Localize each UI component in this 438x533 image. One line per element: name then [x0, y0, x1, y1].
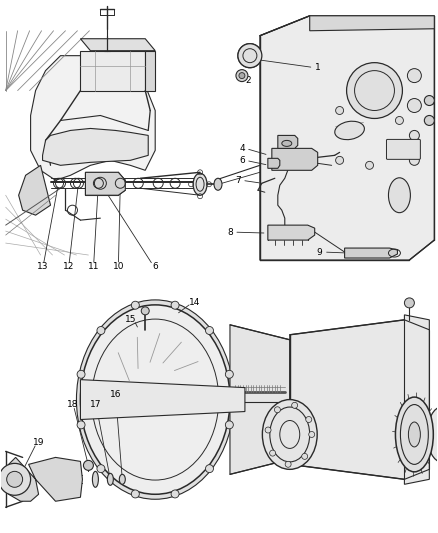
- Ellipse shape: [427, 407, 438, 462]
- Text: 7: 7: [235, 176, 241, 185]
- Circle shape: [292, 402, 298, 408]
- Circle shape: [424, 116, 434, 125]
- Circle shape: [309, 432, 314, 438]
- Circle shape: [239, 72, 245, 78]
- FancyBboxPatch shape: [386, 140, 420, 159]
- Circle shape: [77, 370, 85, 378]
- Circle shape: [236, 70, 248, 82]
- Circle shape: [306, 416, 312, 423]
- Polygon shape: [310, 16, 434, 31]
- Polygon shape: [6, 457, 82, 501]
- Text: 4: 4: [239, 144, 245, 153]
- Text: 3: 3: [428, 98, 434, 107]
- Text: 2: 2: [245, 76, 251, 85]
- Ellipse shape: [389, 178, 410, 213]
- Text: 6: 6: [239, 156, 245, 165]
- Circle shape: [171, 490, 179, 498]
- Circle shape: [226, 421, 233, 429]
- Text: 8: 8: [227, 228, 233, 237]
- Polygon shape: [345, 248, 397, 258]
- Polygon shape: [85, 172, 125, 195]
- Text: 9: 9: [317, 247, 322, 256]
- Polygon shape: [42, 128, 148, 165]
- Ellipse shape: [335, 121, 364, 140]
- Ellipse shape: [214, 178, 222, 190]
- Text: 15: 15: [124, 316, 136, 324]
- Circle shape: [171, 301, 179, 309]
- Ellipse shape: [408, 422, 420, 447]
- Ellipse shape: [92, 471, 99, 487]
- Circle shape: [97, 327, 105, 335]
- Circle shape: [0, 463, 31, 495]
- Circle shape: [407, 69, 421, 83]
- Ellipse shape: [262, 400, 317, 470]
- Text: 17: 17: [90, 400, 101, 409]
- Polygon shape: [81, 379, 245, 419]
- Circle shape: [285, 461, 291, 467]
- Circle shape: [7, 471, 23, 487]
- Circle shape: [407, 99, 421, 112]
- Circle shape: [141, 307, 149, 315]
- Polygon shape: [19, 165, 50, 215]
- Polygon shape: [260, 16, 434, 260]
- Ellipse shape: [77, 300, 234, 499]
- Text: 1: 1: [315, 63, 321, 72]
- Text: 20: 20: [17, 488, 28, 497]
- Circle shape: [131, 301, 139, 309]
- Circle shape: [226, 370, 233, 378]
- Text: 10: 10: [113, 262, 124, 271]
- Polygon shape: [272, 148, 318, 171]
- Polygon shape: [81, 51, 145, 91]
- Circle shape: [302, 454, 307, 459]
- Circle shape: [424, 95, 434, 106]
- Circle shape: [205, 327, 213, 335]
- Circle shape: [275, 407, 280, 413]
- Circle shape: [336, 107, 343, 115]
- Circle shape: [336, 156, 343, 164]
- Circle shape: [131, 490, 139, 498]
- Text: 12: 12: [63, 262, 74, 271]
- Circle shape: [396, 117, 403, 124]
- Circle shape: [265, 427, 271, 433]
- Circle shape: [270, 450, 276, 456]
- Ellipse shape: [81, 305, 230, 494]
- Circle shape: [366, 161, 374, 169]
- Text: 6: 6: [152, 262, 158, 271]
- Text: 11: 11: [88, 262, 99, 271]
- Circle shape: [77, 421, 85, 429]
- Circle shape: [410, 155, 419, 165]
- Polygon shape: [268, 158, 280, 168]
- Circle shape: [238, 44, 262, 68]
- Ellipse shape: [107, 473, 113, 486]
- Text: 18: 18: [67, 400, 78, 409]
- Text: 13: 13: [37, 262, 48, 271]
- Circle shape: [404, 298, 414, 308]
- Text: 14: 14: [189, 298, 201, 308]
- Polygon shape: [268, 225, 314, 240]
- Polygon shape: [278, 135, 298, 148]
- Polygon shape: [145, 51, 155, 91]
- Text: 16: 16: [110, 390, 121, 399]
- Circle shape: [205, 465, 213, 473]
- Circle shape: [97, 465, 105, 473]
- Polygon shape: [290, 315, 429, 484]
- Ellipse shape: [119, 474, 125, 484]
- Polygon shape: [81, 39, 155, 51]
- Circle shape: [410, 131, 419, 140]
- Ellipse shape: [193, 173, 207, 195]
- Circle shape: [346, 63, 403, 118]
- Ellipse shape: [282, 140, 292, 147]
- Circle shape: [83, 461, 93, 470]
- Ellipse shape: [396, 397, 433, 472]
- Text: 19: 19: [33, 438, 44, 447]
- Polygon shape: [230, 325, 290, 474]
- Polygon shape: [31, 55, 155, 180]
